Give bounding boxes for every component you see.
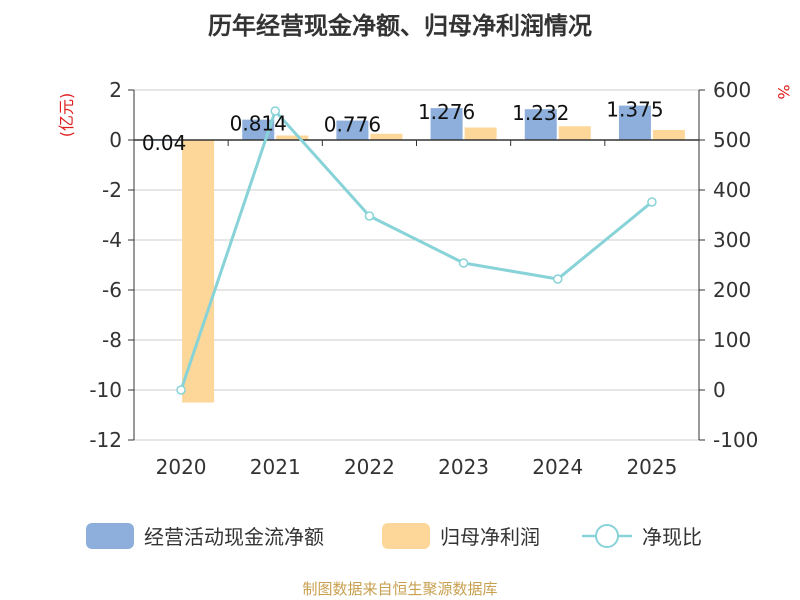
bar-value-label: 1.276 [418, 100, 475, 124]
left-axis-unit: (亿元) [57, 93, 76, 138]
line-point [647, 197, 657, 207]
right-axis-tick-label: 300 [713, 228, 751, 252]
bar-value-label: 0.04 [142, 131, 187, 155]
axes-layer: 2 0 -2 -4 -6 -8 -10 -12 600 500 400 300 200 100 0 -100 2… [89, 78, 758, 479]
x-axis-tick-label: 2025 [626, 455, 677, 479]
legend: 经营活动现金流净额 归母净利润 净现比 [86, 523, 702, 549]
bar-value-label: 0.776 [324, 113, 381, 137]
x-axis-tick-label: 2024 [532, 455, 583, 479]
bar-net-profit [558, 126, 591, 140]
line-point [176, 385, 186, 395]
x-axis-tick-label: 2023 [438, 455, 489, 479]
left-axis-tick-label: 2 [109, 78, 122, 102]
legend-swatch [382, 523, 430, 549]
right-axis-tick-label: 600 [713, 78, 751, 102]
line-net-cash-ratio [179, 108, 653, 391]
left-axis-tick-label: -2 [102, 178, 122, 202]
left-axis-tick-label: -6 [102, 278, 122, 302]
left-axis-tick-label: -12 [89, 428, 122, 452]
bar-cashflow [618, 105, 651, 140]
bar-cashflow [524, 109, 557, 140]
bar-value-label: 1.375 [606, 98, 663, 122]
line-layer [176, 106, 657, 395]
bar-value-label: 0.814 [230, 112, 287, 136]
legend-swatch [86, 523, 134, 549]
bar-cashflow [430, 108, 463, 140]
bar-net-profit [276, 135, 309, 140]
legend-label: 净现比 [642, 525, 702, 549]
bar-net-profit [370, 133, 403, 140]
line-point [364, 211, 375, 221]
right-axis-tick-label: 200 [713, 278, 751, 302]
bars-layer [148, 105, 685, 403]
bar-value-label: 1.232 [512, 101, 569, 125]
right-axis-tick-label: -100 [713, 428, 758, 452]
bar-net-profit [652, 130, 685, 140]
legend-label: 归母净利润 [440, 525, 540, 549]
left-axis-tick-label: 0 [109, 128, 122, 152]
right-axis-unit: % [774, 84, 793, 99]
left-axis-tick-label: -8 [102, 328, 122, 352]
source-note: 制图数据来自恒生聚源数据库 [302, 580, 497, 598]
right-axis-tick-label: 100 [713, 328, 751, 352]
bar-cashflow [336, 120, 369, 140]
line-point [553, 274, 563, 284]
right-axis-tick-label: 400 [713, 178, 751, 202]
chart-title: 历年经营现金净额、归母净利润情况 [208, 12, 592, 40]
x-axis-tick-label: 2022 [344, 455, 395, 479]
right-axis-tick-label: 0 [713, 378, 726, 402]
left-axis-tick-label: -4 [102, 228, 122, 252]
left-axis-tick-label: -10 [89, 378, 122, 402]
legend-marker [595, 524, 619, 548]
line-point [270, 106, 280, 116]
x-axis-tick-label: 2020 [156, 455, 207, 479]
legend-label: 经营活动现金流净额 [144, 525, 324, 549]
line-point [458, 258, 469, 268]
right-axis-tick-label: 500 [713, 128, 751, 152]
x-axis-tick-label: 2021 [250, 455, 301, 479]
data-labels-layer: 0.04 0.814 0.776 1.276 1.232 1.375 [142, 98, 664, 155]
bar-net-profit [182, 140, 215, 403]
bar-net-profit [464, 127, 497, 140]
